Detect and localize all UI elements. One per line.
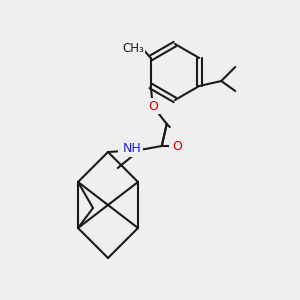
Text: NH: NH	[122, 142, 141, 154]
Text: O: O	[148, 100, 158, 112]
Text: CH₃: CH₃	[122, 41, 144, 55]
Text: O: O	[172, 140, 182, 152]
Text: NH: NH	[120, 142, 140, 155]
Text: O: O	[170, 137, 181, 151]
Text: O: O	[148, 100, 158, 112]
